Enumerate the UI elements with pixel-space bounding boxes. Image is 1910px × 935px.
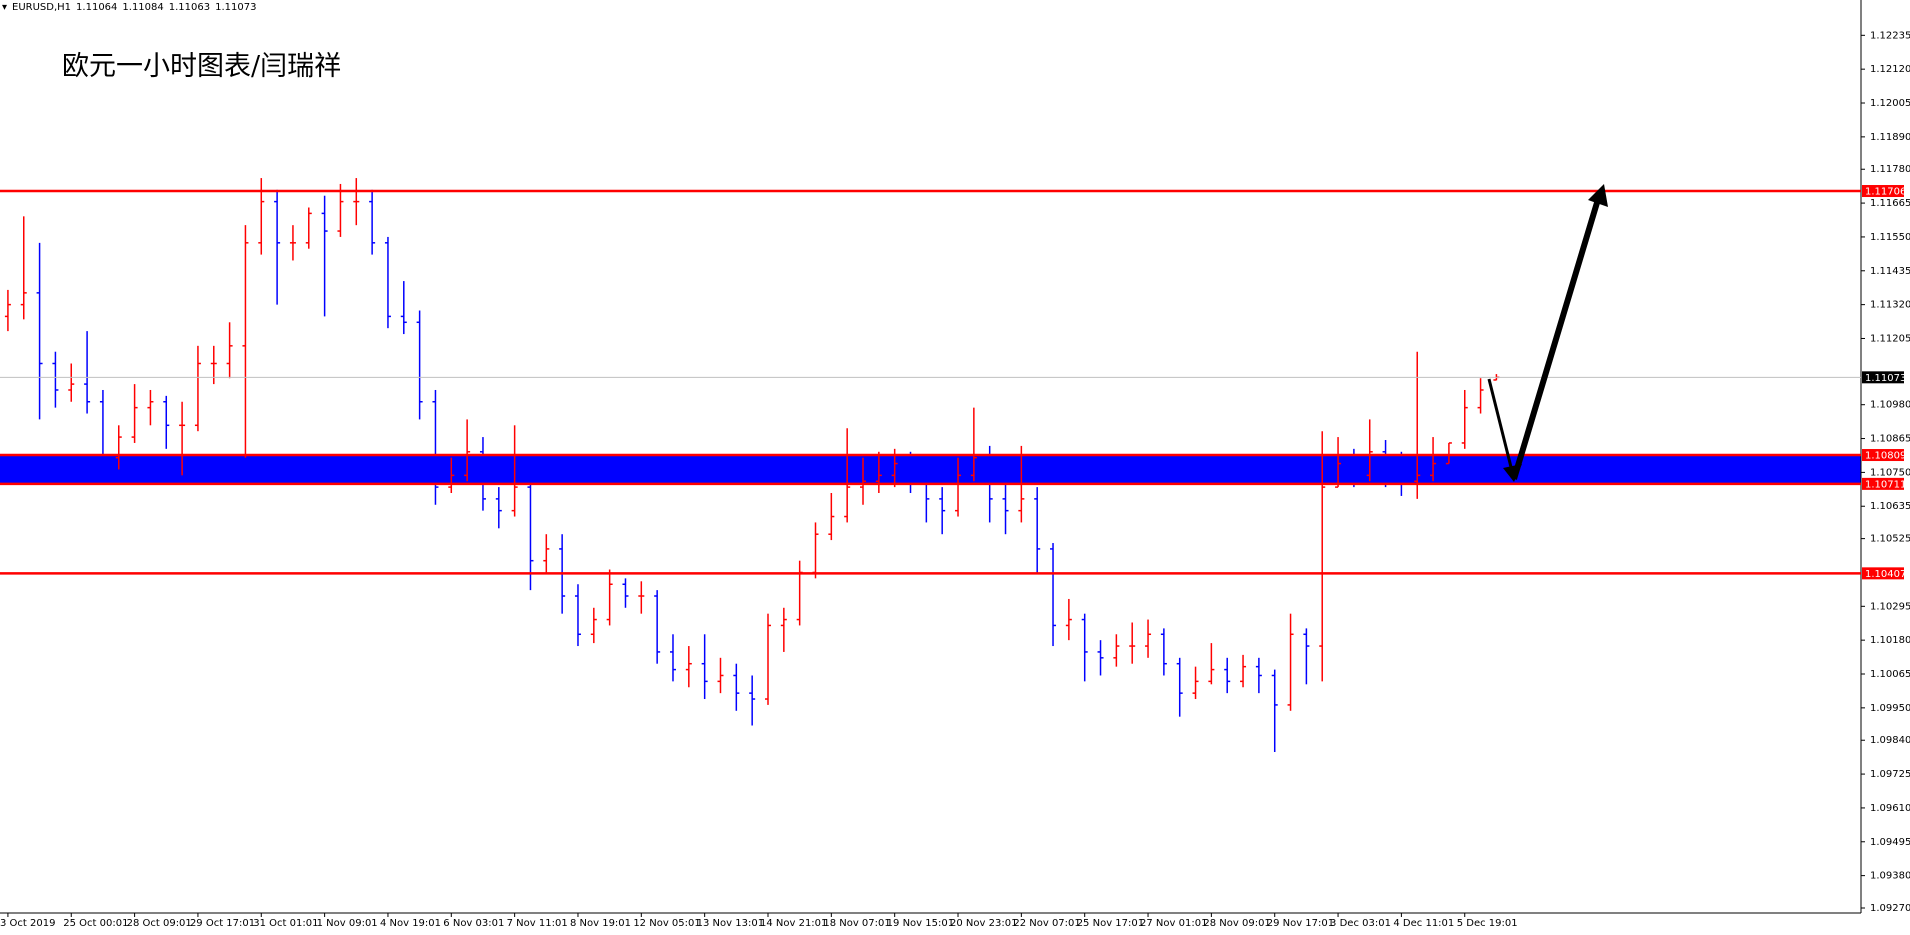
zone-edge-box bbox=[1862, 477, 1904, 490]
y-tick-label: 1.09380 bbox=[1870, 871, 1910, 882]
y-tick-label: 1.09495 bbox=[1870, 837, 1910, 848]
chart-title: 欧元一小时图表/闫瑞祥 bbox=[62, 51, 342, 82]
header-close: 1.11073 bbox=[215, 2, 257, 13]
header-low: 1.11063 bbox=[168, 2, 211, 13]
x-tick-label: 14 Nov 21:01 bbox=[760, 918, 827, 929]
symbol: EURUSD,H1 bbox=[12, 2, 72, 13]
x-tick-label: 22 Nov 07:01 bbox=[1013, 918, 1080, 929]
x-tick-label: 6 Nov 03:01 bbox=[443, 918, 504, 929]
x-tick-label: 5 Dec 19:01 bbox=[1457, 918, 1518, 929]
arrow-down-line bbox=[1487, 378, 1516, 480]
x-tick-label: 12 Nov 05:01 bbox=[633, 918, 700, 929]
y-tick-label: 1.11320 bbox=[1870, 300, 1910, 311]
arrow-up-line bbox=[1511, 195, 1602, 480]
x-tick-label: 25 Oct 00:01 bbox=[63, 918, 128, 929]
y-tick-label: 1.11435 bbox=[1870, 266, 1910, 277]
x-tick-label: 29 Oct 17:01 bbox=[190, 918, 255, 929]
y-tick-label: 1.09840 bbox=[1870, 735, 1910, 746]
level-label: 1.11706 bbox=[1865, 187, 1906, 198]
x-tick-label: 28 Nov 09:01 bbox=[1203, 918, 1270, 929]
level-box bbox=[1862, 185, 1904, 198]
y-tick-label: 1.12120 bbox=[1870, 64, 1910, 75]
y-tick-label: 1.09270 bbox=[1870, 903, 1910, 914]
chart-header: ▾ EURUSD,H1 1.11064 1.11084 1.11063 1.11073 bbox=[2, 2, 261, 13]
x-tick-label: 29 Nov 17:01 bbox=[1267, 918, 1334, 929]
y-tick-label: 1.10750 bbox=[1870, 467, 1910, 478]
current-price-label: 1.11073 bbox=[1865, 373, 1906, 384]
y-tick-label: 1.10065 bbox=[1870, 669, 1910, 680]
y-tick-label: 1.10635 bbox=[1870, 501, 1910, 512]
x-tick-label: 25 Nov 17:01 bbox=[1077, 918, 1144, 929]
zone-edge-label: 1.10809 bbox=[1865, 451, 1906, 462]
header-icon: ▾ bbox=[2, 2, 8, 13]
level-label: 1.10407 bbox=[1865, 569, 1906, 580]
level-box bbox=[1862, 567, 1904, 580]
x-tick-label: 1 Nov 09:01 bbox=[317, 918, 378, 929]
zone bbox=[0, 455, 1861, 484]
x-tick-label: 4 Dec 11:01 bbox=[1393, 918, 1454, 929]
bars bbox=[0, 178, 1861, 753]
y-tick-label: 1.10865 bbox=[1870, 434, 1910, 445]
y-tick-label: 1.11890 bbox=[1870, 132, 1910, 143]
annotation-arrows bbox=[1487, 184, 1608, 482]
x-tick-label: 4 Nov 19:01 bbox=[380, 918, 441, 929]
x-tick-label: 7 Nov 11:01 bbox=[507, 918, 568, 929]
y-tick-label: 1.11550 bbox=[1870, 232, 1910, 243]
y-tick-label: 1.12235 bbox=[1870, 30, 1910, 41]
x-tick-label: 28 Oct 09:01 bbox=[127, 918, 192, 929]
y-tick-label: 1.09950 bbox=[1870, 703, 1910, 714]
header-high: 1.11084 bbox=[122, 2, 164, 13]
current-price-box bbox=[1862, 371, 1904, 384]
x-tick-label: 20 Nov 23:01 bbox=[950, 918, 1017, 929]
x-tick-label: 27 Nov 01:01 bbox=[1140, 918, 1207, 929]
y-tick-label: 1.09725 bbox=[1870, 769, 1910, 780]
zone-edge-label: 1.10711 bbox=[1865, 479, 1906, 490]
x-tick-label: 13 Nov 13:01 bbox=[697, 918, 764, 929]
x-tick-label: 18 Nov 07:01 bbox=[823, 918, 890, 929]
y-tick-label: 1.09610 bbox=[1870, 803, 1910, 814]
y-tick-label: 1.11665 bbox=[1870, 198, 1910, 209]
y-tick-label: 1.10980 bbox=[1870, 400, 1910, 411]
x-tick-label: 31 Oct 01:01 bbox=[253, 918, 318, 929]
arrow-up-head bbox=[1588, 184, 1608, 207]
zone-edge-box bbox=[1862, 449, 1904, 462]
y-tick-label: 1.10180 bbox=[1870, 635, 1910, 646]
y-tick-label: 1.11780 bbox=[1870, 164, 1910, 175]
header-open: 1.11064 bbox=[76, 2, 118, 13]
x-tick-label: 3 Dec 03:01 bbox=[1330, 918, 1391, 929]
x-tick-label: 19 Nov 15:01 bbox=[887, 918, 954, 929]
y-tick-label: 1.10295 bbox=[1870, 601, 1910, 612]
x-tick-label: 8 Nov 19:01 bbox=[570, 918, 631, 929]
y-tick-label: 1.11205 bbox=[1870, 333, 1910, 344]
y-tick-label: 1.12005 bbox=[1870, 98, 1910, 109]
y-tick-label: 1.10525 bbox=[1870, 534, 1910, 545]
x-tick-label: 3 Oct 2019 bbox=[0, 918, 55, 929]
